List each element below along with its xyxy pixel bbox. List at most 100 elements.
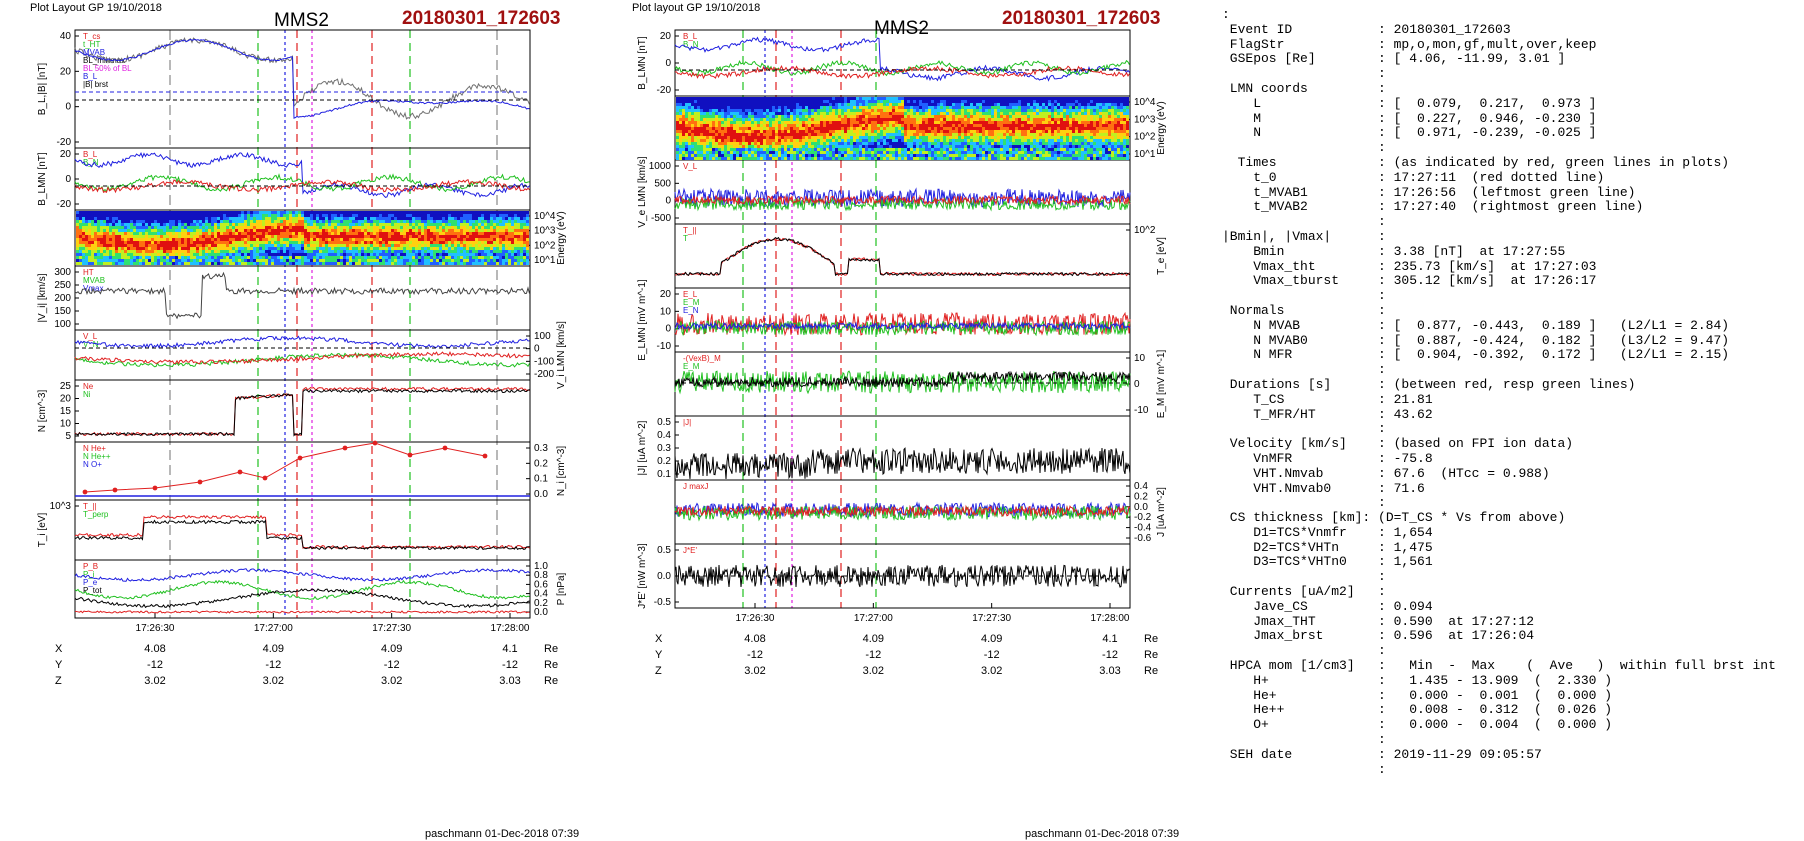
spectrogram-cell — [805, 133, 808, 136]
spectrogram-cell — [718, 157, 721, 160]
spectrogram-cell — [949, 145, 952, 148]
y-axis-label: B_LMN [nT] — [637, 36, 648, 90]
spectrogram-cell — [841, 148, 844, 151]
spectrogram-cell — [274, 262, 277, 265]
spectrogram-cell — [205, 229, 208, 232]
spectrogram-cell — [310, 241, 313, 244]
spectrogram-cell — [193, 259, 196, 262]
spectrogram-cell — [127, 247, 130, 250]
spectrogram-cell — [859, 136, 862, 139]
spectrogram-cell — [100, 250, 103, 253]
spectrogram-cell — [91, 253, 94, 256]
plot1-footer: paschmann 01-Dec-2018 07:39 — [425, 828, 580, 840]
spectrogram-cell — [283, 238, 286, 241]
spectrogram-cell — [373, 256, 376, 259]
spectrogram-cell — [424, 256, 427, 259]
spectrogram-cell — [784, 151, 787, 154]
spectrogram-cell — [403, 211, 406, 214]
spectrogram-cell — [517, 256, 520, 259]
spectrogram-cell — [370, 259, 373, 262]
spectrogram-cell — [487, 262, 490, 265]
spectrogram-cell — [781, 118, 784, 121]
spectrogram-cell — [709, 124, 712, 127]
spectrogram-cell — [712, 109, 715, 112]
spectrogram-cell — [799, 100, 802, 103]
spectrogram-cell — [688, 100, 691, 103]
spectrogram-cell — [307, 226, 310, 229]
spectrogram-cell — [139, 211, 142, 214]
spectrogram-cell — [451, 229, 454, 232]
spectrogram-cell — [691, 145, 694, 148]
spectrogram-cell — [745, 148, 748, 151]
spectrogram-cell — [499, 244, 502, 247]
spectrogram-cell — [283, 235, 286, 238]
spectrogram-cell — [319, 253, 322, 256]
spectrogram-cell — [103, 226, 106, 229]
spectrogram-cell — [814, 103, 817, 106]
spectrogram-cell — [229, 235, 232, 238]
spectrogram-cell — [370, 241, 373, 244]
spectrogram-cell — [415, 262, 418, 265]
spectrogram-cell — [412, 223, 415, 226]
spectrogram-cell — [790, 136, 793, 139]
spectrogram-cell — [145, 250, 148, 253]
spectrogram-cell — [79, 241, 82, 244]
spectrogram-cell — [709, 106, 712, 109]
spectrogram-cell — [415, 256, 418, 259]
spectrogram-cell — [844, 148, 847, 151]
spectrogram-cell — [706, 154, 709, 157]
spectrogram-cell — [925, 115, 928, 118]
spectrogram-cell — [766, 145, 769, 148]
spectrogram-cell — [766, 157, 769, 160]
spectrogram-cell — [376, 250, 379, 253]
spectrogram-cell — [292, 211, 295, 214]
y-tick-label: 10^3 — [50, 501, 72, 512]
spectrogram-cell — [385, 232, 388, 235]
spectrogram-cell — [328, 214, 331, 217]
spectrogram-cell — [472, 214, 475, 217]
spectrogram-cell — [427, 262, 430, 265]
spectrogram-cell — [820, 97, 823, 100]
spectrogram-cell — [262, 229, 265, 232]
spectrogram-cell — [115, 226, 118, 229]
spectrogram-cell — [913, 124, 916, 127]
spectrogram-cell — [274, 217, 277, 220]
spectrogram-cell — [517, 241, 520, 244]
spectrogram-cell — [769, 157, 772, 160]
spectrogram-cell — [526, 211, 529, 214]
spectrogram-cell — [157, 250, 160, 253]
spectrogram-cell — [376, 256, 379, 259]
spectrogram-cell — [277, 247, 280, 250]
y-tick-label: 1.0 — [534, 561, 548, 572]
spectrogram-cell — [892, 127, 895, 130]
spectrogram-cell — [238, 235, 241, 238]
spectrogram-cell — [868, 106, 871, 109]
spectrogram-cell — [922, 106, 925, 109]
spectrogram-cell — [238, 241, 241, 244]
spectrogram-cell — [790, 157, 793, 160]
spectrogram-cell — [853, 121, 856, 124]
spectrogram-cell — [313, 253, 316, 256]
spectrogram-cell — [769, 115, 772, 118]
spectrogram-cell — [703, 142, 706, 145]
coord-value: -12 — [865, 649, 881, 661]
spectrogram-cell — [208, 220, 211, 223]
spectrogram-cell — [121, 241, 124, 244]
spectrogram-cell — [220, 229, 223, 232]
spectrogram-cell — [403, 250, 406, 253]
spectrogram-cell — [724, 142, 727, 145]
spectrogram-cell — [940, 118, 943, 121]
spectrogram-cell — [364, 244, 367, 247]
spectrogram-cell — [712, 136, 715, 139]
spectrogram-cell — [688, 151, 691, 154]
spectrogram-cell — [310, 244, 313, 247]
spectrogram-cell — [337, 262, 340, 265]
spectrogram-cell — [169, 229, 172, 232]
spectrogram-cell — [364, 220, 367, 223]
spectrogram-cell — [286, 211, 289, 214]
spectrogram-cell — [496, 235, 499, 238]
spectrogram-cell — [181, 238, 184, 241]
spectrogram-cell — [472, 217, 475, 220]
spectrogram-cell — [496, 229, 499, 232]
spectrogram-cell — [139, 238, 142, 241]
